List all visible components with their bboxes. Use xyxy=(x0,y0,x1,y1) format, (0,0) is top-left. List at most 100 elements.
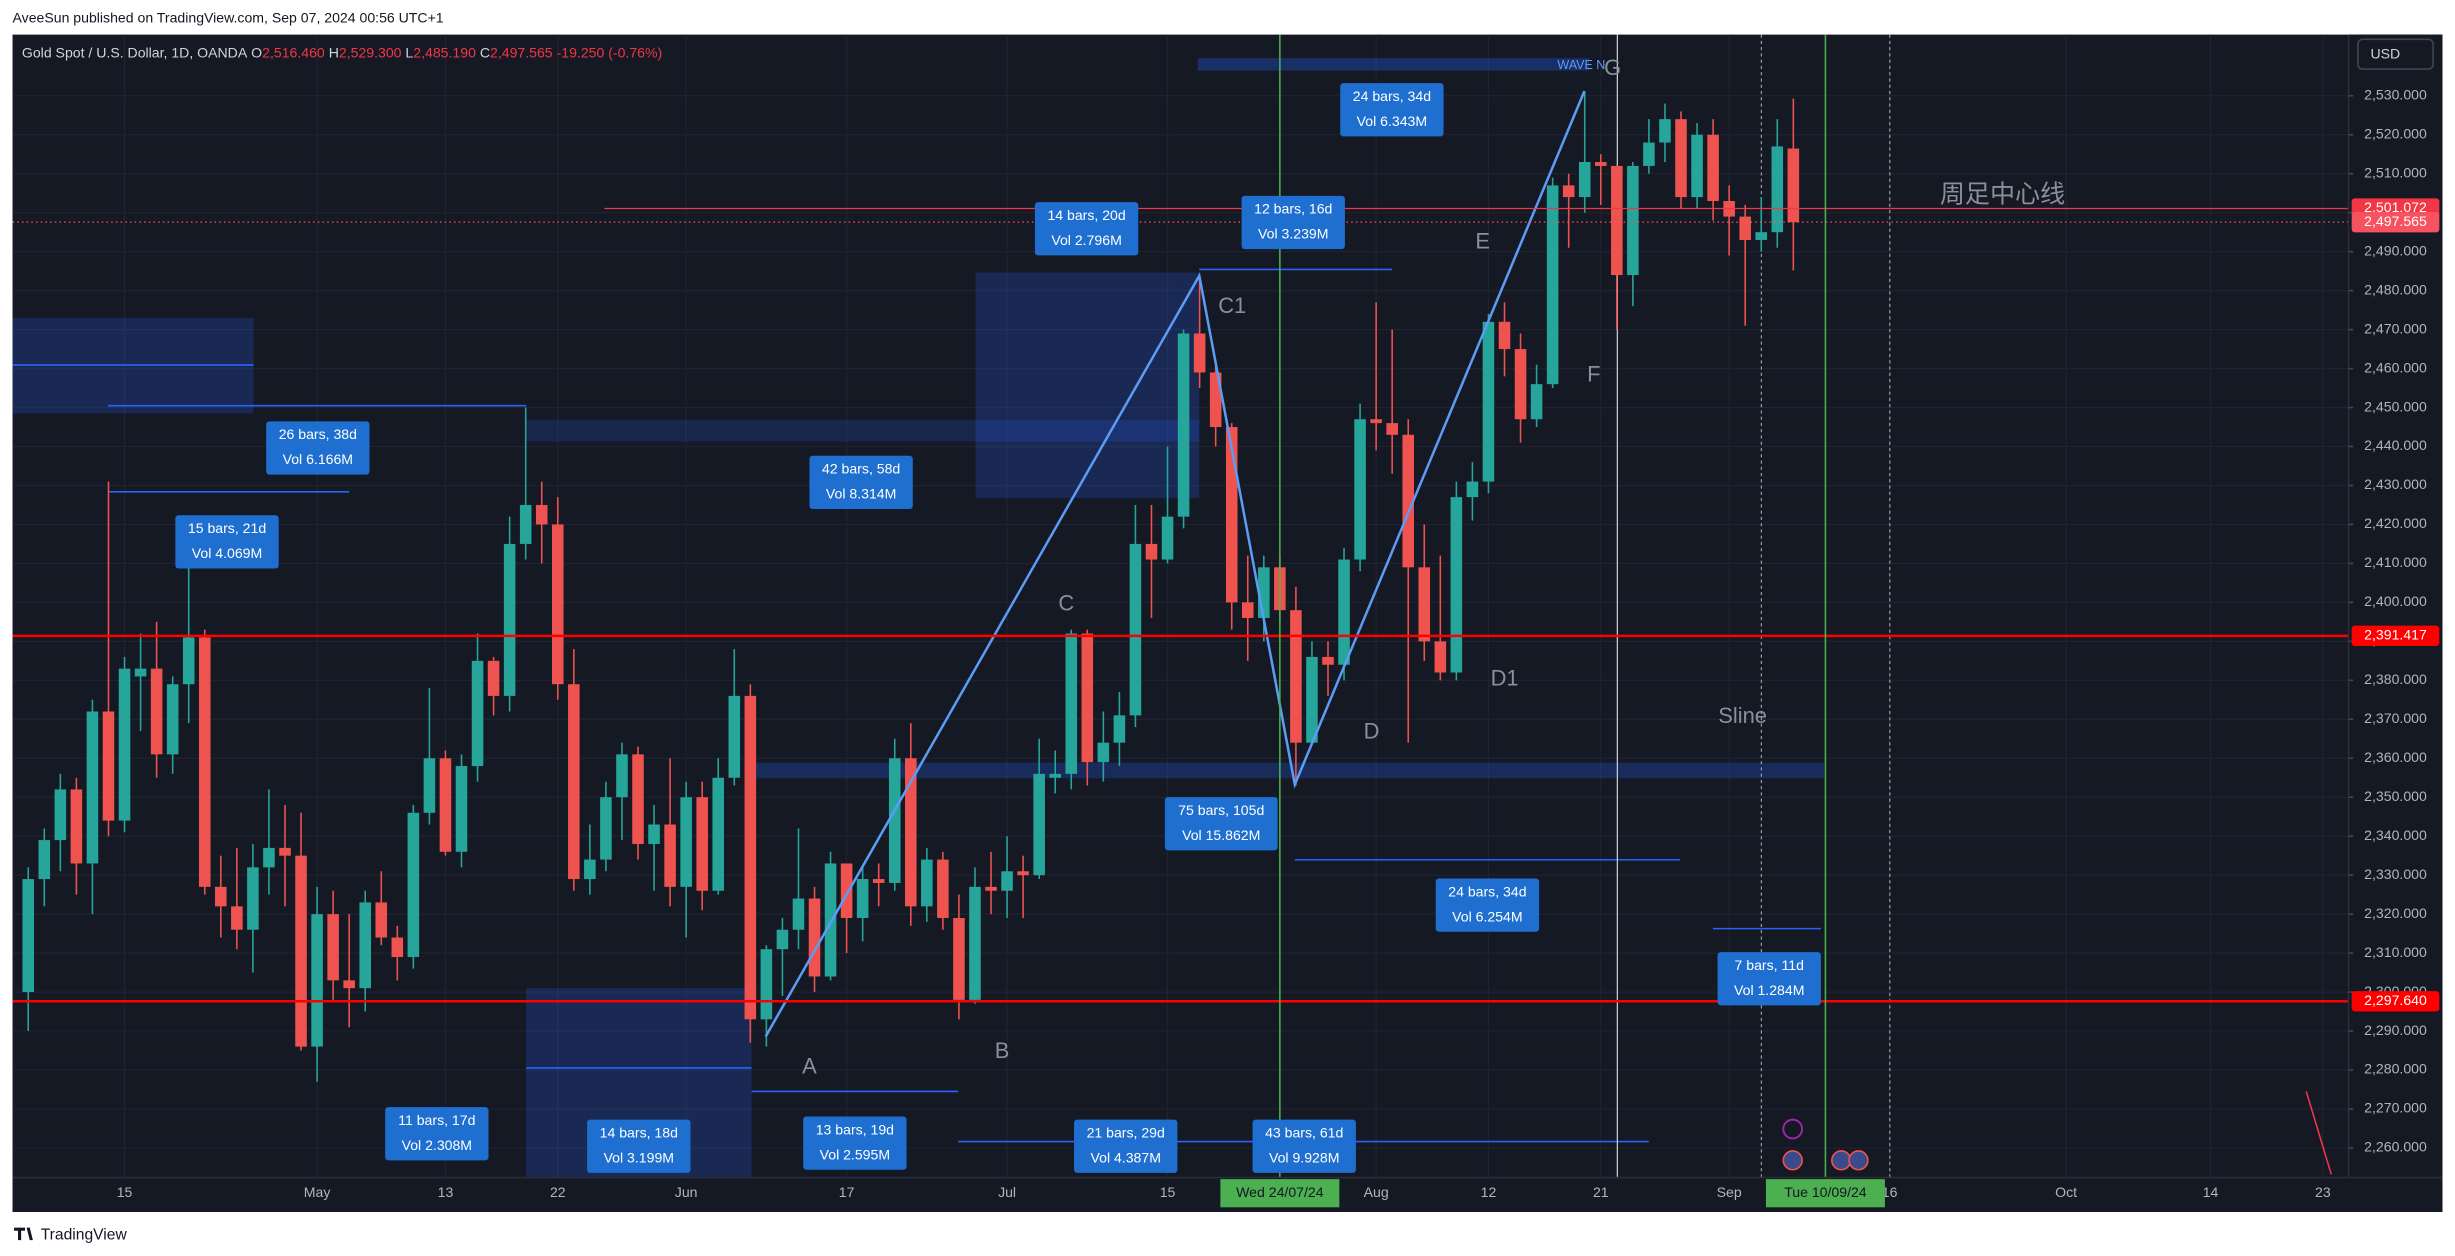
candle-body xyxy=(1450,497,1463,673)
candles xyxy=(22,91,1800,1082)
date-marker-box xyxy=(1765,1179,1885,1208)
currency[interactable]: USD xyxy=(2370,46,2400,62)
candle-body xyxy=(247,867,259,930)
wave-label: G xyxy=(1604,55,1621,80)
candle-body xyxy=(327,914,339,981)
wave-label: WAVE N xyxy=(1557,58,1605,72)
y-tick-label: 2,470.000 xyxy=(2364,320,2427,336)
candle-body xyxy=(1691,134,1703,198)
candle-body xyxy=(744,695,757,1020)
brand: TradingView xyxy=(41,1227,128,1244)
footer: TradingView xyxy=(14,1227,127,1244)
candle-body xyxy=(648,824,660,844)
measure-box xyxy=(809,455,913,510)
x-tick-label: 17 xyxy=(839,1184,855,1200)
candle-body xyxy=(953,918,965,1000)
candle-body xyxy=(712,777,725,891)
candle-body xyxy=(343,980,355,989)
event-icon[interactable] xyxy=(1782,1150,1803,1171)
candle-body xyxy=(391,937,404,957)
measure-range: 7 bars, 11d xyxy=(1735,957,1804,973)
candle-body xyxy=(1595,162,1607,166)
ohlc-value: 2,529.300 xyxy=(339,44,402,60)
measure-volume: Vol 2.308M xyxy=(402,1137,472,1153)
wave-label: D1 xyxy=(1491,665,1519,690)
candle-body xyxy=(102,711,115,821)
event-icons xyxy=(1782,1118,1869,1171)
event-icon[interactable] xyxy=(1782,1118,1804,1140)
candle-body xyxy=(1498,321,1511,350)
measure-range: 12 bars, 16d xyxy=(1254,201,1332,217)
measure-range: 14 bars, 18d xyxy=(600,1124,678,1140)
candle-body xyxy=(263,847,275,868)
currency-button[interactable] xyxy=(2357,38,2434,70)
candle-body xyxy=(888,758,901,883)
candle-body xyxy=(182,637,195,685)
event-icon[interactable] xyxy=(1831,1150,1852,1171)
candle-body xyxy=(231,906,243,930)
measure-box xyxy=(175,515,279,569)
y-tick-label: 2,350.000 xyxy=(2364,788,2427,804)
candle-body xyxy=(1739,216,1751,240)
y-tick-label: 2,360.000 xyxy=(2364,749,2427,765)
candle-body xyxy=(1081,633,1094,763)
candle-body xyxy=(872,879,885,883)
candle-body xyxy=(70,789,83,864)
candle-body xyxy=(664,824,676,887)
level-label-box xyxy=(2351,991,2440,1012)
range-box xyxy=(526,419,1200,442)
candle-body xyxy=(1643,142,1655,166)
y-tick-label: 2,440.000 xyxy=(2364,437,2427,453)
candle-body xyxy=(1675,119,1687,198)
wave-label: 周足中心线 xyxy=(1940,180,2065,208)
candle-body xyxy=(1482,321,1495,482)
candle-body xyxy=(792,898,805,930)
candle-body xyxy=(215,886,227,907)
candle-body xyxy=(1370,419,1382,424)
measure-box xyxy=(385,1107,489,1161)
measure-range: 24 bars, 34d xyxy=(1448,883,1526,899)
x-tick-label: 13 xyxy=(438,1184,454,1200)
candle-body xyxy=(616,754,628,798)
candle-body xyxy=(1338,559,1350,665)
candle-body xyxy=(1402,434,1415,568)
ohlc-key: C xyxy=(480,44,490,60)
level-label-box xyxy=(2351,625,2440,647)
y-tick-label: 2,310.000 xyxy=(2364,944,2427,960)
y-tick-label: 2,450.000 xyxy=(2364,398,2427,414)
candle-body xyxy=(1177,333,1190,517)
wave-label: A xyxy=(802,1054,817,1079)
measure-box xyxy=(1252,1119,1356,1173)
candle-body xyxy=(1290,610,1302,743)
candle-body xyxy=(1562,185,1575,198)
measure-box xyxy=(1717,952,1821,1006)
measure-volume: Vol 2.595M xyxy=(820,1146,890,1162)
date-marker-box xyxy=(1220,1179,1340,1208)
level-label: 2,391.417 xyxy=(2364,627,2427,643)
measure-box xyxy=(266,421,370,475)
candle-body xyxy=(856,879,869,919)
x-tick-label: May xyxy=(304,1184,332,1200)
y-tick-label: 2,270.000 xyxy=(2364,1100,2427,1116)
measure-volume: Vol 9.928M xyxy=(1269,1149,1339,1165)
candle-body xyxy=(1514,349,1527,420)
candle-body xyxy=(1209,372,1222,428)
candle-body xyxy=(1145,543,1158,560)
candle-body xyxy=(921,859,933,907)
event-icon[interactable] xyxy=(1848,1150,1869,1171)
measure-volume: Vol 2.796M xyxy=(1051,232,1121,248)
candle-body xyxy=(1771,146,1784,233)
axes: 2,260.0002,270.0002,280.0002,290.0002,30… xyxy=(117,87,2440,1208)
candle-body xyxy=(568,684,580,880)
candle-body xyxy=(1161,516,1174,560)
wave-label: Sline xyxy=(1718,703,1767,728)
candle-body xyxy=(54,789,67,841)
measure-range: 11 bars, 17d xyxy=(398,1112,475,1128)
candle-body xyxy=(407,812,420,957)
candle-body xyxy=(1707,134,1719,202)
ohlc-key: O xyxy=(251,44,262,60)
symbol: Gold Spot / U.S. Dollar, 1D, OANDA xyxy=(22,44,248,60)
y-tick-label: 2,260.000 xyxy=(2364,1139,2427,1155)
